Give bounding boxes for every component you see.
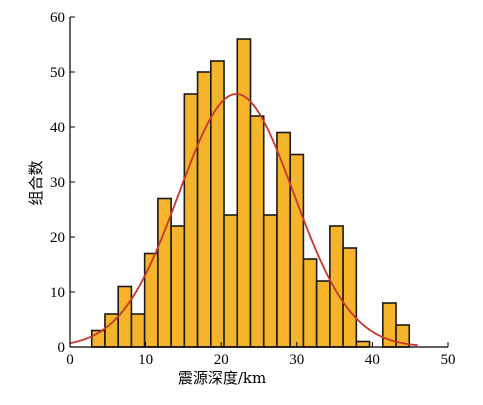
- y-tick-label-20: 20: [50, 230, 65, 246]
- x-tick-label-10: 10: [138, 352, 153, 368]
- histogram-bar-19: [342, 247, 358, 348]
- x-tick-label-50: 50: [441, 352, 456, 368]
- histogram-bar-8: [196, 71, 212, 348]
- histogram-bar-15: [289, 153, 305, 348]
- histogram-bars: [90, 38, 411, 348]
- y-axis-title: 组合数: [27, 160, 45, 205]
- histogram-bar-6: [170, 225, 186, 348]
- histogram-bar-3: [130, 313, 146, 348]
- x-axis-title: 震源深度/km: [178, 369, 266, 387]
- histogram-bar-17: [315, 280, 331, 348]
- y-tick-label-60: 60: [50, 10, 65, 26]
- histogram-bar-10: [223, 214, 239, 348]
- y-tick-label-40: 40: [50, 120, 65, 136]
- y-tick-label-30: 30: [50, 175, 65, 191]
- y-tick-label-0: 0: [58, 340, 66, 356]
- histogram-bar-9: [210, 60, 225, 348]
- histogram-bar-7: [183, 93, 199, 348]
- histogram-bar-4: [143, 252, 159, 348]
- histogram-bar-20: [355, 340, 371, 348]
- histogram-bar-18: [329, 225, 344, 348]
- x-tick-label-0: 0: [66, 352, 74, 368]
- axes: 0 10 20 30 40 50 60 0 10 20 30 40 50: [50, 10, 456, 368]
- y-tick-label-10: 10: [50, 285, 65, 301]
- normal-fit-curve: [69, 93, 418, 347]
- x-tick-label-20: 20: [214, 352, 229, 368]
- histogram-bar-11: [236, 38, 252, 348]
- histogram-bar-12: [249, 115, 265, 348]
- histogram-bar-2: [117, 285, 133, 348]
- histogram-bar-13: [262, 214, 278, 348]
- histogram-bar-16: [302, 258, 318, 348]
- y-tick-label-50: 50: [50, 65, 65, 81]
- x-tick-label-30: 30: [289, 352, 304, 368]
- x-tick-label-40: 40: [365, 352, 380, 368]
